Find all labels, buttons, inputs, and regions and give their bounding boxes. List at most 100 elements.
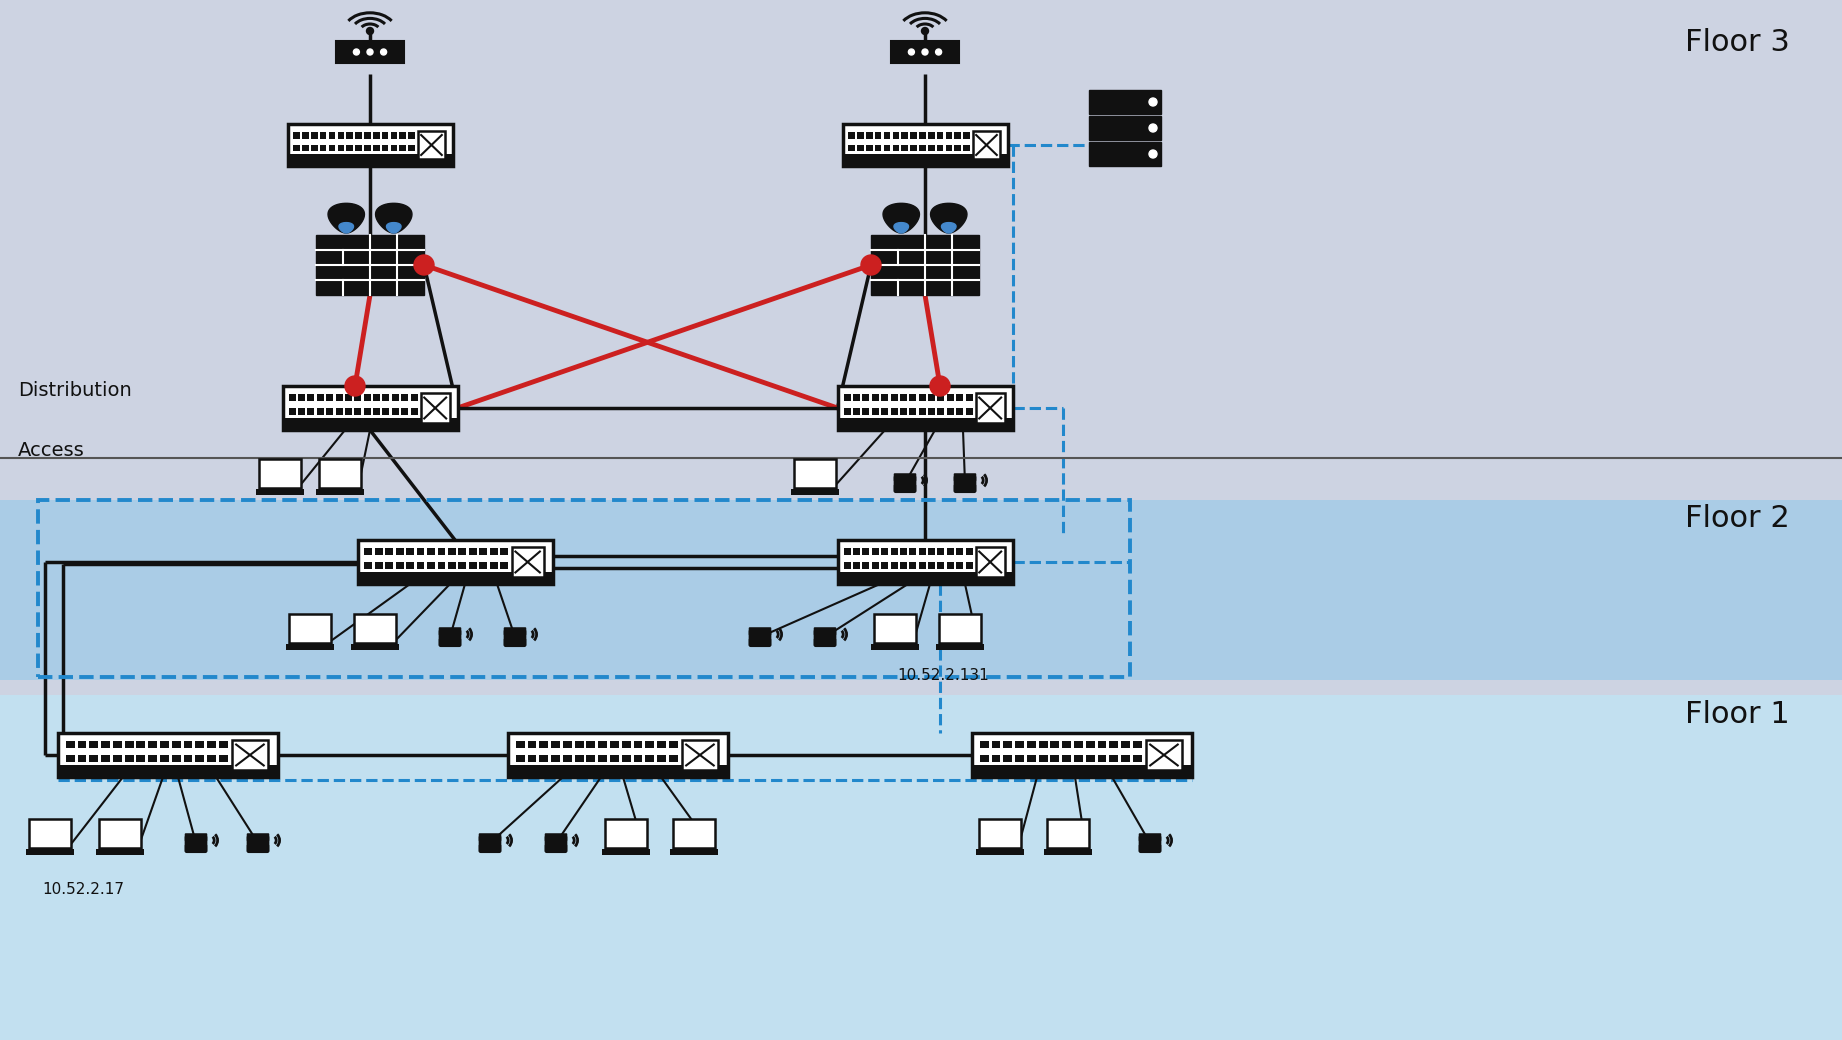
Bar bbox=[853, 548, 860, 555]
Bar bbox=[599, 755, 608, 761]
Bar bbox=[317, 394, 324, 401]
FancyBboxPatch shape bbox=[479, 844, 501, 852]
Bar bbox=[356, 132, 361, 138]
Bar bbox=[171, 742, 181, 749]
Bar bbox=[1098, 755, 1107, 761]
Bar bbox=[910, 132, 917, 138]
Bar bbox=[77, 742, 87, 749]
Bar bbox=[1085, 742, 1094, 749]
FancyBboxPatch shape bbox=[748, 639, 772, 646]
Bar bbox=[438, 548, 446, 555]
Bar bbox=[516, 742, 525, 749]
Bar bbox=[991, 742, 1000, 749]
Bar bbox=[658, 742, 667, 749]
Bar bbox=[901, 394, 906, 401]
Bar bbox=[392, 408, 400, 415]
Bar bbox=[893, 145, 899, 152]
Bar bbox=[400, 145, 405, 152]
Bar bbox=[365, 132, 370, 138]
Bar bbox=[919, 145, 927, 152]
Bar bbox=[160, 755, 169, 761]
Circle shape bbox=[930, 376, 950, 396]
Bar bbox=[954, 132, 962, 138]
Bar bbox=[976, 849, 1024, 855]
Bar bbox=[293, 132, 300, 138]
Bar bbox=[910, 548, 915, 555]
Bar bbox=[1085, 755, 1094, 761]
Bar bbox=[363, 394, 370, 401]
Bar bbox=[286, 644, 333, 650]
Bar bbox=[947, 394, 954, 401]
Bar bbox=[1098, 742, 1107, 749]
Bar bbox=[354, 394, 361, 401]
Bar bbox=[195, 742, 204, 749]
Bar bbox=[346, 145, 354, 152]
Bar bbox=[938, 548, 945, 555]
Bar bbox=[1146, 740, 1183, 770]
Text: 10.52.2.17: 10.52.2.17 bbox=[42, 882, 123, 896]
Bar bbox=[66, 755, 76, 761]
Bar bbox=[938, 132, 943, 138]
Bar bbox=[842, 124, 1008, 166]
Bar bbox=[862, 408, 869, 415]
Bar bbox=[1089, 90, 1160, 114]
Bar bbox=[956, 394, 963, 401]
Bar bbox=[965, 394, 973, 401]
Bar bbox=[400, 132, 405, 138]
Bar bbox=[407, 548, 414, 555]
Bar bbox=[184, 742, 192, 749]
Bar bbox=[282, 386, 457, 430]
Bar bbox=[328, 145, 335, 152]
Bar bbox=[289, 394, 297, 401]
Bar bbox=[354, 615, 396, 643]
FancyBboxPatch shape bbox=[479, 835, 501, 853]
Bar bbox=[374, 394, 379, 401]
Circle shape bbox=[367, 27, 374, 34]
Bar bbox=[315, 489, 365, 495]
Text: Access: Access bbox=[18, 441, 85, 460]
Bar bbox=[857, 145, 864, 152]
Bar bbox=[928, 562, 936, 569]
Bar bbox=[910, 145, 917, 152]
Bar bbox=[634, 755, 643, 761]
Bar bbox=[892, 41, 960, 63]
FancyBboxPatch shape bbox=[1138, 844, 1160, 852]
Bar bbox=[610, 742, 619, 749]
Text: Distribution: Distribution bbox=[18, 381, 133, 400]
Bar bbox=[346, 132, 354, 138]
Bar bbox=[866, 145, 873, 152]
Bar bbox=[125, 742, 134, 749]
Bar bbox=[1109, 742, 1118, 749]
Bar bbox=[260, 460, 300, 488]
FancyBboxPatch shape bbox=[503, 627, 527, 635]
Bar bbox=[391, 145, 398, 152]
Bar bbox=[287, 124, 453, 166]
Bar bbox=[844, 548, 851, 555]
Bar bbox=[976, 547, 1004, 577]
Bar bbox=[372, 145, 379, 152]
Bar bbox=[335, 408, 343, 415]
Bar bbox=[101, 755, 111, 761]
Bar bbox=[1004, 742, 1013, 749]
Bar bbox=[875, 145, 882, 152]
Bar bbox=[427, 562, 435, 569]
Bar bbox=[396, 562, 403, 569]
Bar bbox=[219, 742, 228, 749]
FancyBboxPatch shape bbox=[954, 475, 976, 493]
Bar bbox=[411, 408, 418, 415]
Bar bbox=[956, 548, 963, 555]
Bar bbox=[875, 615, 915, 643]
Bar bbox=[344, 408, 352, 415]
Circle shape bbox=[921, 27, 928, 34]
Circle shape bbox=[1149, 150, 1157, 158]
FancyBboxPatch shape bbox=[954, 473, 976, 482]
Bar bbox=[326, 394, 333, 401]
Bar bbox=[919, 408, 927, 415]
Bar bbox=[884, 132, 890, 138]
Bar bbox=[90, 742, 98, 749]
FancyBboxPatch shape bbox=[247, 844, 269, 852]
Bar bbox=[490, 548, 497, 555]
Polygon shape bbox=[328, 204, 365, 233]
Bar bbox=[372, 132, 379, 138]
Bar bbox=[669, 755, 678, 761]
